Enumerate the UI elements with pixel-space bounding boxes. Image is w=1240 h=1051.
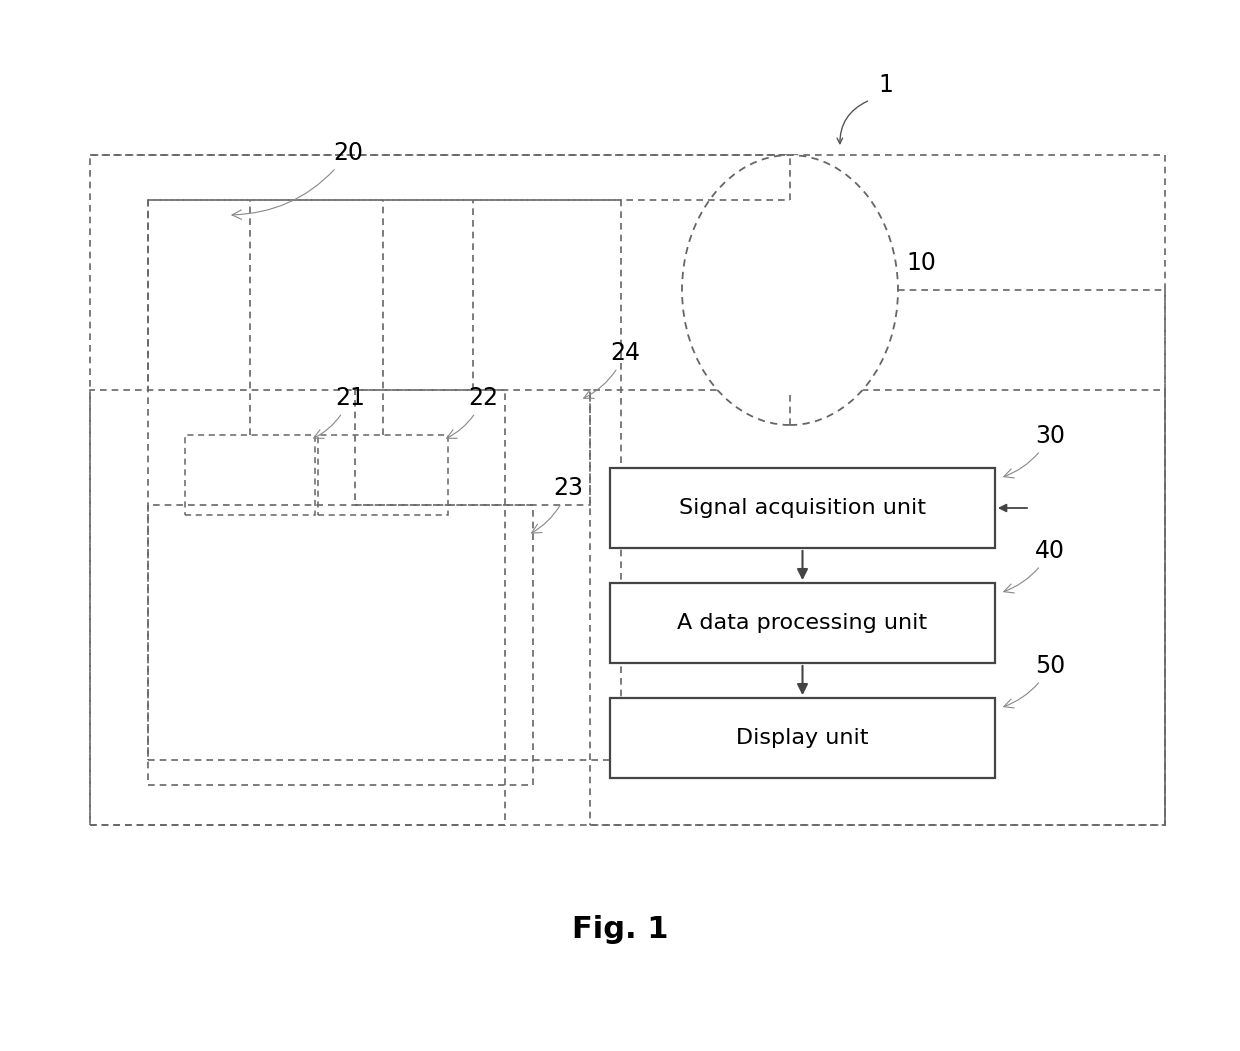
Bar	[317, 435, 448, 515]
Text: 30: 30	[1004, 424, 1065, 478]
Text: 40: 40	[1004, 539, 1065, 593]
Ellipse shape	[682, 154, 898, 425]
Text: 21: 21	[314, 386, 365, 438]
Text: Signal acquisition unit: Signal acquisition unit	[680, 498, 926, 518]
Text: 10: 10	[906, 251, 936, 275]
Bar	[148, 504, 533, 785]
Bar	[355, 390, 590, 504]
Text: 22: 22	[446, 386, 498, 438]
Bar	[185, 435, 315, 515]
Bar	[610, 698, 994, 778]
Bar	[91, 390, 505, 825]
Bar	[610, 583, 994, 663]
Text: Display unit: Display unit	[737, 728, 869, 748]
Bar	[590, 390, 1166, 825]
Bar	[148, 200, 621, 760]
Text: A data processing unit: A data processing unit	[677, 613, 928, 633]
Bar	[610, 468, 994, 548]
Text: 20: 20	[232, 141, 363, 220]
Text: 24: 24	[584, 341, 640, 398]
Text: 23: 23	[532, 476, 583, 533]
Text: 1: 1	[878, 73, 893, 97]
Text: Fig. 1: Fig. 1	[572, 915, 668, 945]
Bar	[91, 154, 1166, 825]
Text: 50: 50	[1004, 654, 1065, 708]
